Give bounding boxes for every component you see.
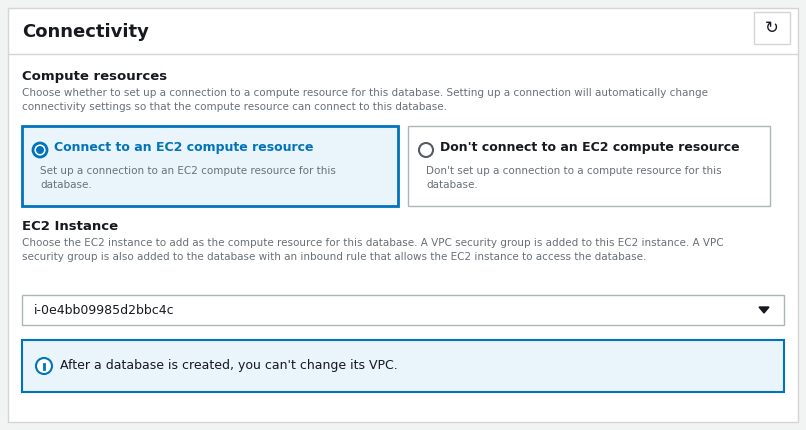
Text: Set up a connection to an EC2 compute resource for this
database.: Set up a connection to an EC2 compute re… — [40, 166, 336, 190]
Text: Connectivity: Connectivity — [22, 23, 149, 41]
Circle shape — [36, 358, 52, 374]
Text: EC2 Instance: EC2 Instance — [22, 220, 118, 233]
FancyBboxPatch shape — [408, 126, 770, 206]
Text: Connect to an EC2 compute resource: Connect to an EC2 compute resource — [54, 141, 314, 154]
Text: Choose whether to set up a connection to a compute resource for this database. S: Choose whether to set up a connection to… — [22, 88, 708, 112]
Text: Compute resources: Compute resources — [22, 70, 167, 83]
Text: Don't connect to an EC2 compute resource: Don't connect to an EC2 compute resource — [440, 141, 740, 154]
Text: Don't set up a connection to a compute resource for this
database.: Don't set up a connection to a compute r… — [426, 166, 721, 190]
Circle shape — [419, 143, 433, 157]
Circle shape — [33, 143, 47, 157]
Text: After a database is created, you can't change its VPC.: After a database is created, you can't c… — [60, 359, 397, 372]
Text: ↻: ↻ — [765, 19, 779, 37]
FancyBboxPatch shape — [22, 295, 784, 325]
FancyBboxPatch shape — [8, 8, 798, 422]
Circle shape — [36, 146, 44, 154]
FancyBboxPatch shape — [754, 12, 790, 44]
FancyBboxPatch shape — [22, 340, 784, 392]
Text: Choose the EC2 instance to add as the compute resource for this database. A VPC : Choose the EC2 instance to add as the co… — [22, 238, 724, 262]
FancyBboxPatch shape — [22, 126, 398, 206]
Polygon shape — [759, 307, 769, 313]
Text: i-0e4bb09985d2bbc4c: i-0e4bb09985d2bbc4c — [34, 304, 175, 316]
